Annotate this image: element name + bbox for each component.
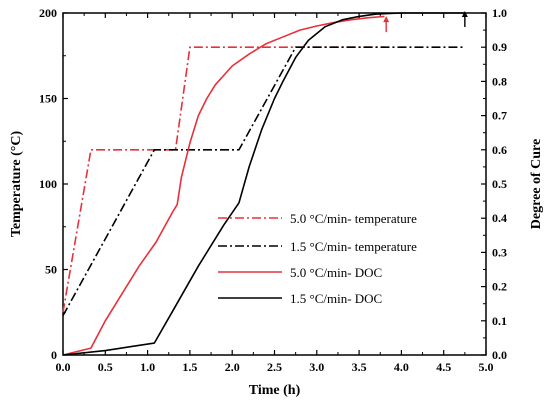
legend-label-1: 5.0 °C/min- temperature [290,211,417,226]
x-tick-label: 2.5 [267,360,282,374]
y-left-tick-label: 200 [39,6,57,20]
legend: 5.0 °C/min- temperature 1.5 °C/min- tempe… [218,211,417,306]
y-right-tick-label: 0.1 [492,314,507,328]
y-right-tick-label: 0.0 [492,348,507,362]
x-tick-label: 4.5 [436,360,451,374]
y-left-tick-label: 50 [45,263,57,277]
x-tick-label: 2.0 [225,360,240,374]
plot-frame [62,12,487,356]
y-left-tick-label: 100 [39,177,57,191]
x-tick-label: 5.0 [479,360,494,374]
x-tick-label: 0.0 [56,360,71,374]
annotation-layer [383,11,468,33]
series-layer [62,12,465,356]
y-right-tick-label: 0.2 [492,280,507,294]
x-tick-label: 3.5 [352,360,367,374]
y-left-tick-label: 150 [39,92,57,106]
y-right-tick-label: 0.5 [492,177,507,191]
x-tick-label: 1.0 [140,360,155,374]
series-line-2 [62,46,465,317]
x-axis-title: Time (h) [249,383,301,398]
y-right-tick-label: 1.0 [492,6,507,20]
legend-label-4: 1.5 °C/min- DOC [290,291,382,306]
annotation-arrow-head-2 [461,11,468,17]
y-right-tick-label: 0.6 [492,143,507,157]
series-line-3 [62,15,385,356]
y-left-tick-label: 0 [51,348,57,362]
y-right-tick-label: 0.9 [492,40,507,54]
x-tick-label: 0.5 [98,360,113,374]
annotation-arrow-head-1 [383,16,390,23]
y-right-tick-label: 0.7 [492,109,507,123]
y-axis-right-title: Degree of Cure [529,139,544,229]
legend-label-2: 1.5 °C/min- temperature [290,239,417,254]
y-right-tick-label: 0.3 [492,245,507,259]
y-axis-left-title: Temperature (°C) [9,131,24,238]
series-line-1 [62,46,385,313]
x-tick-label: 4.0 [394,360,409,374]
y-right-tick-label: 0.8 [492,74,507,88]
x-tick-label: 1.5 [182,360,197,374]
x-tick-label: 3.0 [309,360,324,374]
legend-label-3: 5.0 °C/min- DOC [290,265,382,280]
y-right-tick-label: 0.4 [492,211,507,225]
series-line-4 [62,12,465,356]
axis-ticks: 0.0 0.5 1.0 1.5 2.0 2.5 3.0 3.5 4.0 4.5 5.0 0 50 100 1… [39,6,507,374]
